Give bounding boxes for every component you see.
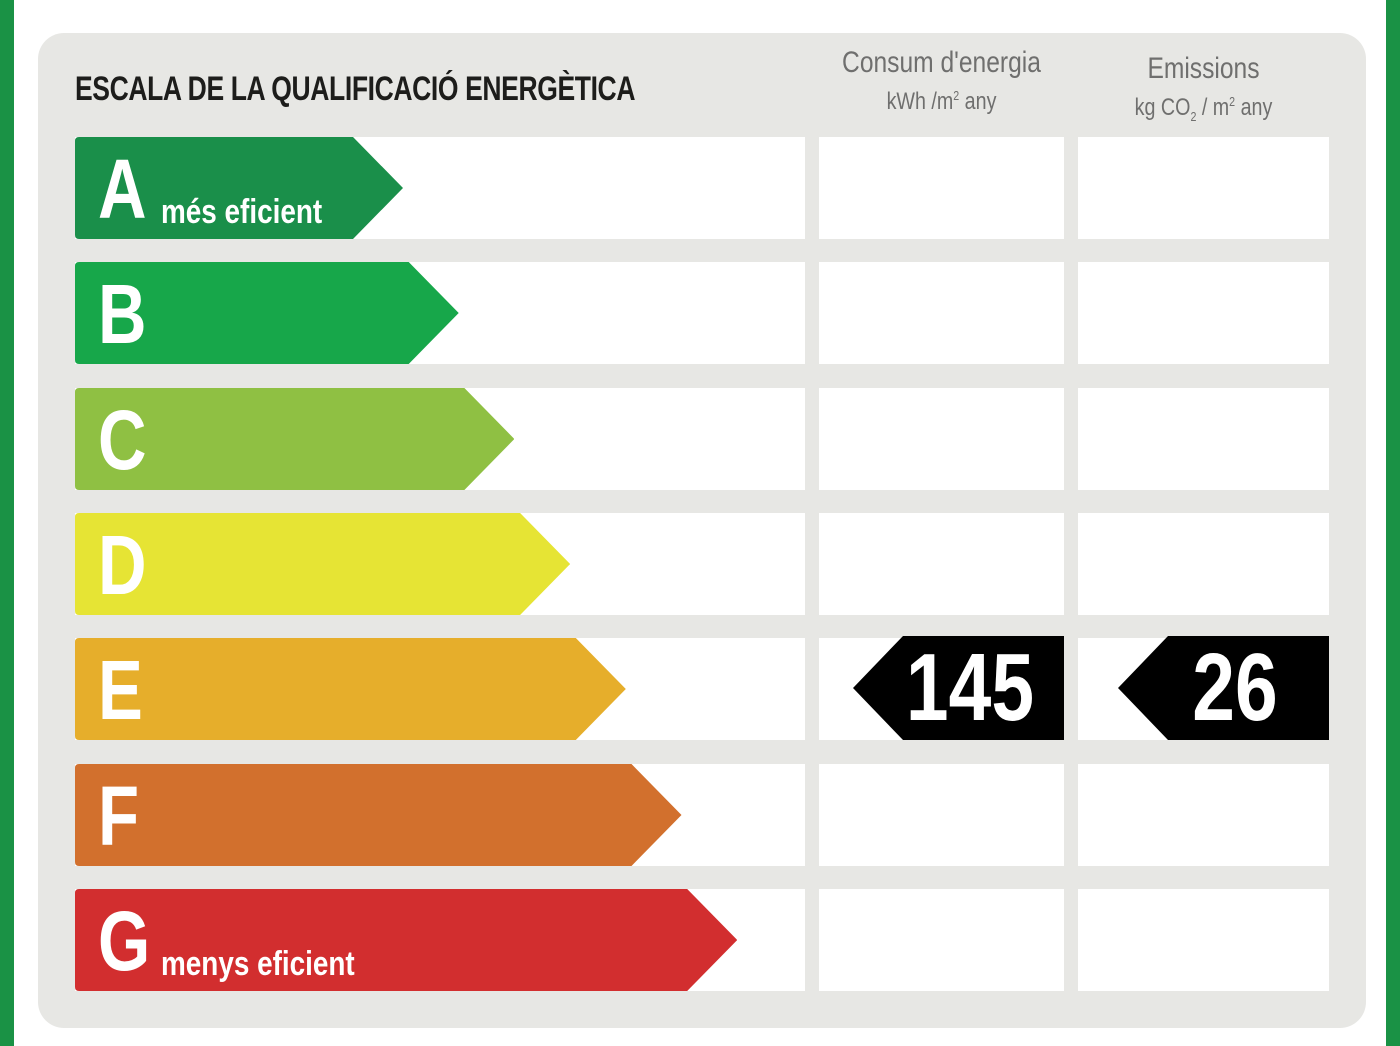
right-border (1386, 0, 1400, 1046)
rating-arrow-a (75, 137, 403, 239)
consumption-cell-c (819, 388, 1064, 490)
emissions-cell-b (1078, 262, 1329, 364)
label-title: ESCALA DE LA QUALIFICACIÓ ENERGÈTICA (75, 70, 636, 108)
rating-sublabel: menys eficient (161, 945, 355, 983)
consumption-header: Consum d'energia kWh /m2 any (842, 46, 1041, 115)
emissions-cell-g (1078, 889, 1329, 991)
rating-arrow-c (75, 388, 515, 490)
rating-sublabel: més eficient (161, 193, 323, 231)
rating-letter: F (98, 769, 140, 863)
emissions-cell-d (1078, 513, 1329, 615)
rating-letter: G (98, 894, 151, 988)
left-border (0, 0, 14, 1046)
consumption-cell-a (819, 137, 1064, 239)
rating-letter: C (98, 393, 147, 487)
emissions-badge (1118, 636, 1329, 740)
emissions-value: 26 (1192, 634, 1278, 741)
rating-letter: D (98, 518, 147, 612)
consumption-cell-b (819, 262, 1064, 364)
consumption-cell-d (819, 513, 1064, 615)
rating-arrow-e (75, 638, 626, 740)
emissions-cell-a (1078, 137, 1329, 239)
consumption-cell-g (819, 889, 1064, 991)
rating-arrow-g (75, 889, 738, 991)
rating-letter: A (98, 142, 147, 236)
consumption-cell-f (819, 764, 1064, 866)
emissions-cell-f (1078, 764, 1329, 866)
consumption-value: 145 (905, 634, 1035, 741)
rating-letter: E (98, 643, 143, 737)
rating-letter: B (98, 267, 147, 361)
emissions-header: Emissions kg CO2 / m2 any (1134, 52, 1273, 124)
consumption-badge (853, 636, 1064, 740)
emissions-cell-c (1078, 388, 1329, 490)
rating-arrow-d (75, 513, 571, 615)
rating-arrow-f (75, 764, 682, 866)
rating-arrow-b (75, 262, 459, 364)
